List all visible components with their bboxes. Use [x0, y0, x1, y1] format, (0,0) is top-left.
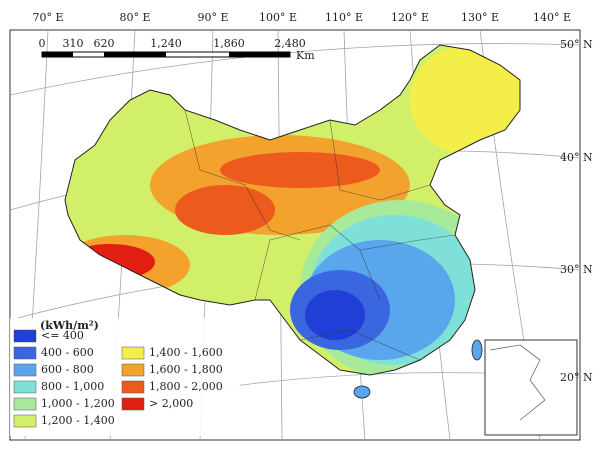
longitude-label: 110° E — [325, 11, 363, 24]
inset-frame — [484, 339, 578, 436]
scale-bar-segment — [42, 52, 73, 57]
scale-unit: Km — [296, 49, 315, 62]
scale-label: 2,480 — [274, 37, 306, 50]
legend-label: 1,800 - 2,000 — [149, 380, 223, 393]
legend-swatch — [13, 363, 37, 377]
legend-swatch — [121, 380, 145, 394]
longitude-label: 70° E — [32, 11, 63, 24]
legend-swatch — [13, 380, 37, 394]
legend-swatch — [13, 397, 37, 411]
legend-label: <= 400 — [41, 329, 84, 342]
scale-bar-segment — [229, 52, 290, 57]
legend-label: > 2,000 — [149, 397, 193, 410]
latitude-label: 50° N — [560, 38, 593, 51]
province-borders — [184, 109, 456, 361]
country-outline — [64, 44, 521, 376]
scale-label: 620 — [94, 37, 115, 50]
scale-label: 1,860 — [213, 37, 245, 50]
latitude-label: 20° N — [560, 371, 593, 384]
scale-label: 0 — [39, 37, 46, 50]
scale-label: 310 — [63, 37, 84, 50]
island — [353, 385, 371, 399]
legend-label: 1,600 - 1,800 — [149, 363, 223, 376]
legend-swatch — [13, 329, 37, 343]
legend-label: 400 - 600 — [41, 346, 94, 359]
legend-label: 1,200 - 1,400 — [41, 414, 115, 427]
longitude-label: 80° E — [119, 11, 150, 24]
longitude-label: 100° E — [259, 11, 297, 24]
legend-label: 1,400 - 1,600 — [149, 346, 223, 359]
longitude-label: 120° E — [391, 11, 429, 24]
legend-swatch — [13, 346, 37, 360]
inset-islands — [489, 344, 546, 421]
scale-bar-segment — [104, 52, 166, 57]
scale-label: 1,240 — [150, 37, 182, 50]
legend-label: 1,000 - 1,200 — [41, 397, 115, 410]
legend-label: 800 - 1,000 — [41, 380, 104, 393]
latitude-label: 40° N — [560, 151, 593, 164]
legend-swatch — [121, 397, 145, 411]
longitude-label: 130° E — [461, 11, 499, 24]
longitude-label: 90° E — [197, 11, 228, 24]
legend-background — [10, 318, 240, 436]
legend-label: 600 - 800 — [41, 363, 94, 376]
legend-title: (kWh/m²) — [40, 319, 99, 332]
legend-swatch — [121, 346, 145, 360]
longitude-label: 140° E — [533, 11, 571, 24]
legend-swatch — [121, 363, 145, 377]
latitude-label: 30° N — [560, 263, 593, 276]
island — [471, 339, 483, 361]
legend-swatch — [13, 414, 37, 428]
